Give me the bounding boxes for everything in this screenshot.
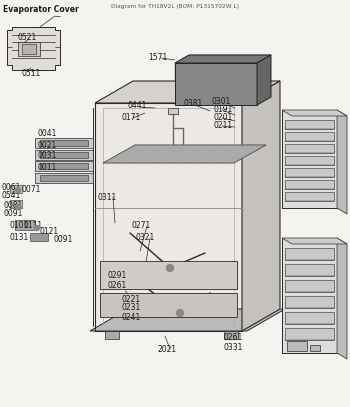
Polygon shape xyxy=(35,138,93,148)
Bar xyxy=(22,44,36,54)
Text: 0301: 0301 xyxy=(212,96,231,105)
Polygon shape xyxy=(35,161,93,171)
Polygon shape xyxy=(337,238,347,359)
Text: 0171: 0171 xyxy=(121,112,140,122)
Text: 0381: 0381 xyxy=(183,99,202,109)
Bar xyxy=(285,168,334,177)
Circle shape xyxy=(15,204,21,210)
Bar xyxy=(285,120,334,129)
Text: 0071: 0071 xyxy=(22,186,41,195)
Bar xyxy=(100,293,237,317)
Polygon shape xyxy=(35,173,93,183)
Bar xyxy=(282,110,337,208)
Polygon shape xyxy=(90,309,285,331)
Text: 0091: 0091 xyxy=(4,210,23,219)
Text: 0041: 0041 xyxy=(37,129,56,138)
Polygon shape xyxy=(35,150,93,160)
Bar xyxy=(10,200,22,208)
Bar xyxy=(40,152,88,158)
Text: 0261: 0261 xyxy=(108,280,127,289)
Bar xyxy=(168,108,178,114)
Polygon shape xyxy=(282,110,347,116)
Text: 0121: 0121 xyxy=(39,228,58,236)
Bar xyxy=(30,233,48,241)
Circle shape xyxy=(34,225,40,231)
Polygon shape xyxy=(242,81,280,331)
Bar xyxy=(285,296,334,308)
Text: 0271: 0271 xyxy=(131,221,150,230)
Polygon shape xyxy=(7,27,60,70)
Text: 0191: 0191 xyxy=(214,105,233,114)
Bar xyxy=(285,180,334,189)
Bar xyxy=(105,331,119,339)
Text: 0511: 0511 xyxy=(22,68,41,77)
Bar xyxy=(285,192,334,201)
Polygon shape xyxy=(103,145,266,163)
Bar xyxy=(40,175,88,181)
Polygon shape xyxy=(95,81,280,103)
Bar xyxy=(224,331,238,339)
Bar xyxy=(100,261,237,289)
Bar xyxy=(15,220,35,230)
Text: 0261: 0261 xyxy=(223,333,242,343)
Bar xyxy=(287,341,307,351)
Text: 0321: 0321 xyxy=(136,232,155,241)
Bar xyxy=(285,264,334,276)
Bar xyxy=(18,42,40,56)
Text: 0201: 0201 xyxy=(214,114,233,123)
Text: 0311: 0311 xyxy=(98,193,117,201)
Bar xyxy=(40,163,88,169)
Bar xyxy=(40,140,88,146)
Text: 0021: 0021 xyxy=(37,140,56,149)
Circle shape xyxy=(176,309,183,317)
Circle shape xyxy=(15,187,21,193)
Text: 2021: 2021 xyxy=(157,344,176,354)
Bar xyxy=(10,185,22,193)
Text: 0111: 0111 xyxy=(23,221,42,230)
Text: 0291: 0291 xyxy=(108,271,127,280)
Bar xyxy=(285,328,334,340)
Bar xyxy=(285,156,334,165)
Text: 0131: 0131 xyxy=(9,232,28,241)
Text: 0081: 0081 xyxy=(3,201,22,210)
Text: 0441: 0441 xyxy=(128,101,147,110)
Bar xyxy=(282,238,337,353)
Polygon shape xyxy=(337,110,347,214)
Bar xyxy=(285,312,334,324)
Bar xyxy=(285,248,334,260)
Bar xyxy=(95,103,242,331)
Text: Diagram for TH18V2L (BOM: P1315702W L): Diagram for TH18V2L (BOM: P1315702W L) xyxy=(111,4,239,9)
Text: 0241: 0241 xyxy=(122,313,141,322)
Polygon shape xyxy=(282,238,347,244)
Bar xyxy=(175,63,257,105)
Text: 0031: 0031 xyxy=(37,151,56,160)
Text: 0011: 0011 xyxy=(37,164,56,173)
Text: 0221: 0221 xyxy=(122,295,141,304)
Bar xyxy=(285,280,334,292)
Circle shape xyxy=(167,265,174,271)
Text: 0541: 0541 xyxy=(2,192,21,201)
Polygon shape xyxy=(257,55,271,105)
Text: 0521: 0521 xyxy=(18,33,37,42)
Bar xyxy=(285,144,334,153)
Text: 0091: 0091 xyxy=(54,236,74,245)
Text: 0101: 0101 xyxy=(9,221,28,230)
Text: 1571: 1571 xyxy=(148,53,167,63)
Bar xyxy=(285,132,334,141)
Text: 0211: 0211 xyxy=(214,122,233,131)
Polygon shape xyxy=(175,55,271,63)
Text: 0231: 0231 xyxy=(122,304,141,313)
Text: 0331: 0331 xyxy=(223,343,242,352)
Bar xyxy=(310,345,320,351)
Text: 0061: 0061 xyxy=(2,182,21,192)
Text: Evaporator Cover: Evaporator Cover xyxy=(3,4,79,13)
